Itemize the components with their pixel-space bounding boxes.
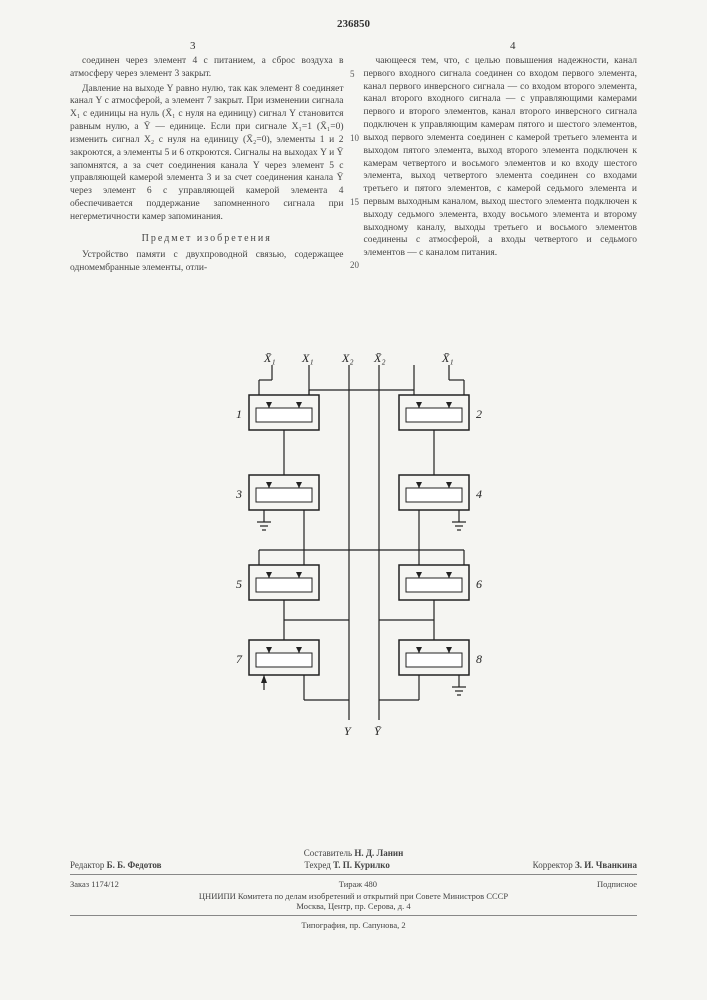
left-p1: соединен через элемент 4 с питанием, а с… <box>70 55 344 81</box>
element-4: 4 <box>399 475 482 510</box>
element-2: 2 <box>399 395 482 430</box>
signed: Подписное <box>597 879 637 889</box>
footer-print-info: Заказ 1174/12 Тираж 480 Подписное <box>70 879 637 889</box>
corrector: Корректор З. И. Чванкина <box>533 860 637 870</box>
label-x1: X₁ <box>301 351 314 365</box>
element-3: 3 <box>235 475 319 510</box>
col-left-number: 3 <box>190 40 196 52</box>
elem-label-8: 8 <box>476 652 482 666</box>
circuit-diagram: X̄₁ X₁ X₂ X̄₂ X̄₁ 1 <box>194 350 514 740</box>
label-x1bar-left: X̄₁ <box>263 351 276 365</box>
patent-number: 236850 <box>337 18 370 30</box>
label-x2bar: X̄₂ <box>373 351 386 365</box>
line-num-10: 10 <box>350 133 359 143</box>
label-x1bar-right: X̄₁ <box>441 351 454 365</box>
footer-org: ЦНИИПИ Комитета по делам изобретений и о… <box>70 891 637 901</box>
element-8: 8 <box>399 640 482 675</box>
element-5: 5 <box>236 565 319 600</box>
element-6: 6 <box>399 565 482 600</box>
left-p2: Давление на выходе Y равно нулю, так как… <box>70 83 344 224</box>
techred: Техред Т. П. Курилко <box>304 860 389 870</box>
element-1: 1 <box>236 395 319 430</box>
left-p3: Устройство памяти с двухпроводной связью… <box>70 249 344 275</box>
label-ybar: Ȳ <box>374 724 382 738</box>
text-body: соединен через элемент 4 с питанием, а с… <box>70 55 637 277</box>
label-y: Y <box>344 724 352 738</box>
right-column: чающееся тем, что, с целью повышения над… <box>364 55 638 277</box>
elem-label-1: 1 <box>236 407 242 421</box>
footer: Составитель Н. Д. Ланин Редактор Б. Б. Ф… <box>70 848 637 930</box>
elem-label-7: 7 <box>236 652 243 666</box>
elem-label-3: 3 <box>235 487 242 501</box>
footer-typography: Типография, пр. Сапунова, 2 <box>70 920 637 930</box>
elem-label-6: 6 <box>476 577 482 591</box>
tirage: Тираж 480 <box>339 879 377 889</box>
subject-heading: Предмет изобретения <box>70 232 344 246</box>
compiler-label: Составитель <box>304 848 352 858</box>
elem-label-5: 5 <box>236 577 242 591</box>
line-num-5: 5 <box>350 69 355 79</box>
footer-credits: Редактор Б. Б. Федотов Техред Т. П. Кури… <box>70 860 637 870</box>
label-x2: X₂ <box>341 351 354 365</box>
footer-compiler: Составитель Н. Д. Ланин <box>70 848 637 858</box>
elem-label-2: 2 <box>476 407 482 421</box>
right-p1: чающееся тем, что, с целью повышения над… <box>364 55 638 260</box>
compiler-name: Н. Д. Ланин <box>354 848 403 858</box>
element-7: 7 <box>236 640 319 675</box>
editor: Редактор Б. Б. Федотов <box>70 860 162 870</box>
elem-label-4: 4 <box>476 487 482 501</box>
diagram-svg: X̄₁ X₁ X₂ X̄₂ X̄₁ 1 <box>194 350 514 740</box>
footer-address: Москва, Центр, пр. Серова, д. 4 <box>70 901 637 911</box>
line-num-20: 20 <box>350 260 359 270</box>
left-column: соединен через элемент 4 с питанием, а с… <box>70 55 344 277</box>
line-num-15: 15 <box>350 197 359 207</box>
col-right-number: 4 <box>510 40 516 52</box>
order-number: Заказ 1174/12 <box>70 879 119 889</box>
